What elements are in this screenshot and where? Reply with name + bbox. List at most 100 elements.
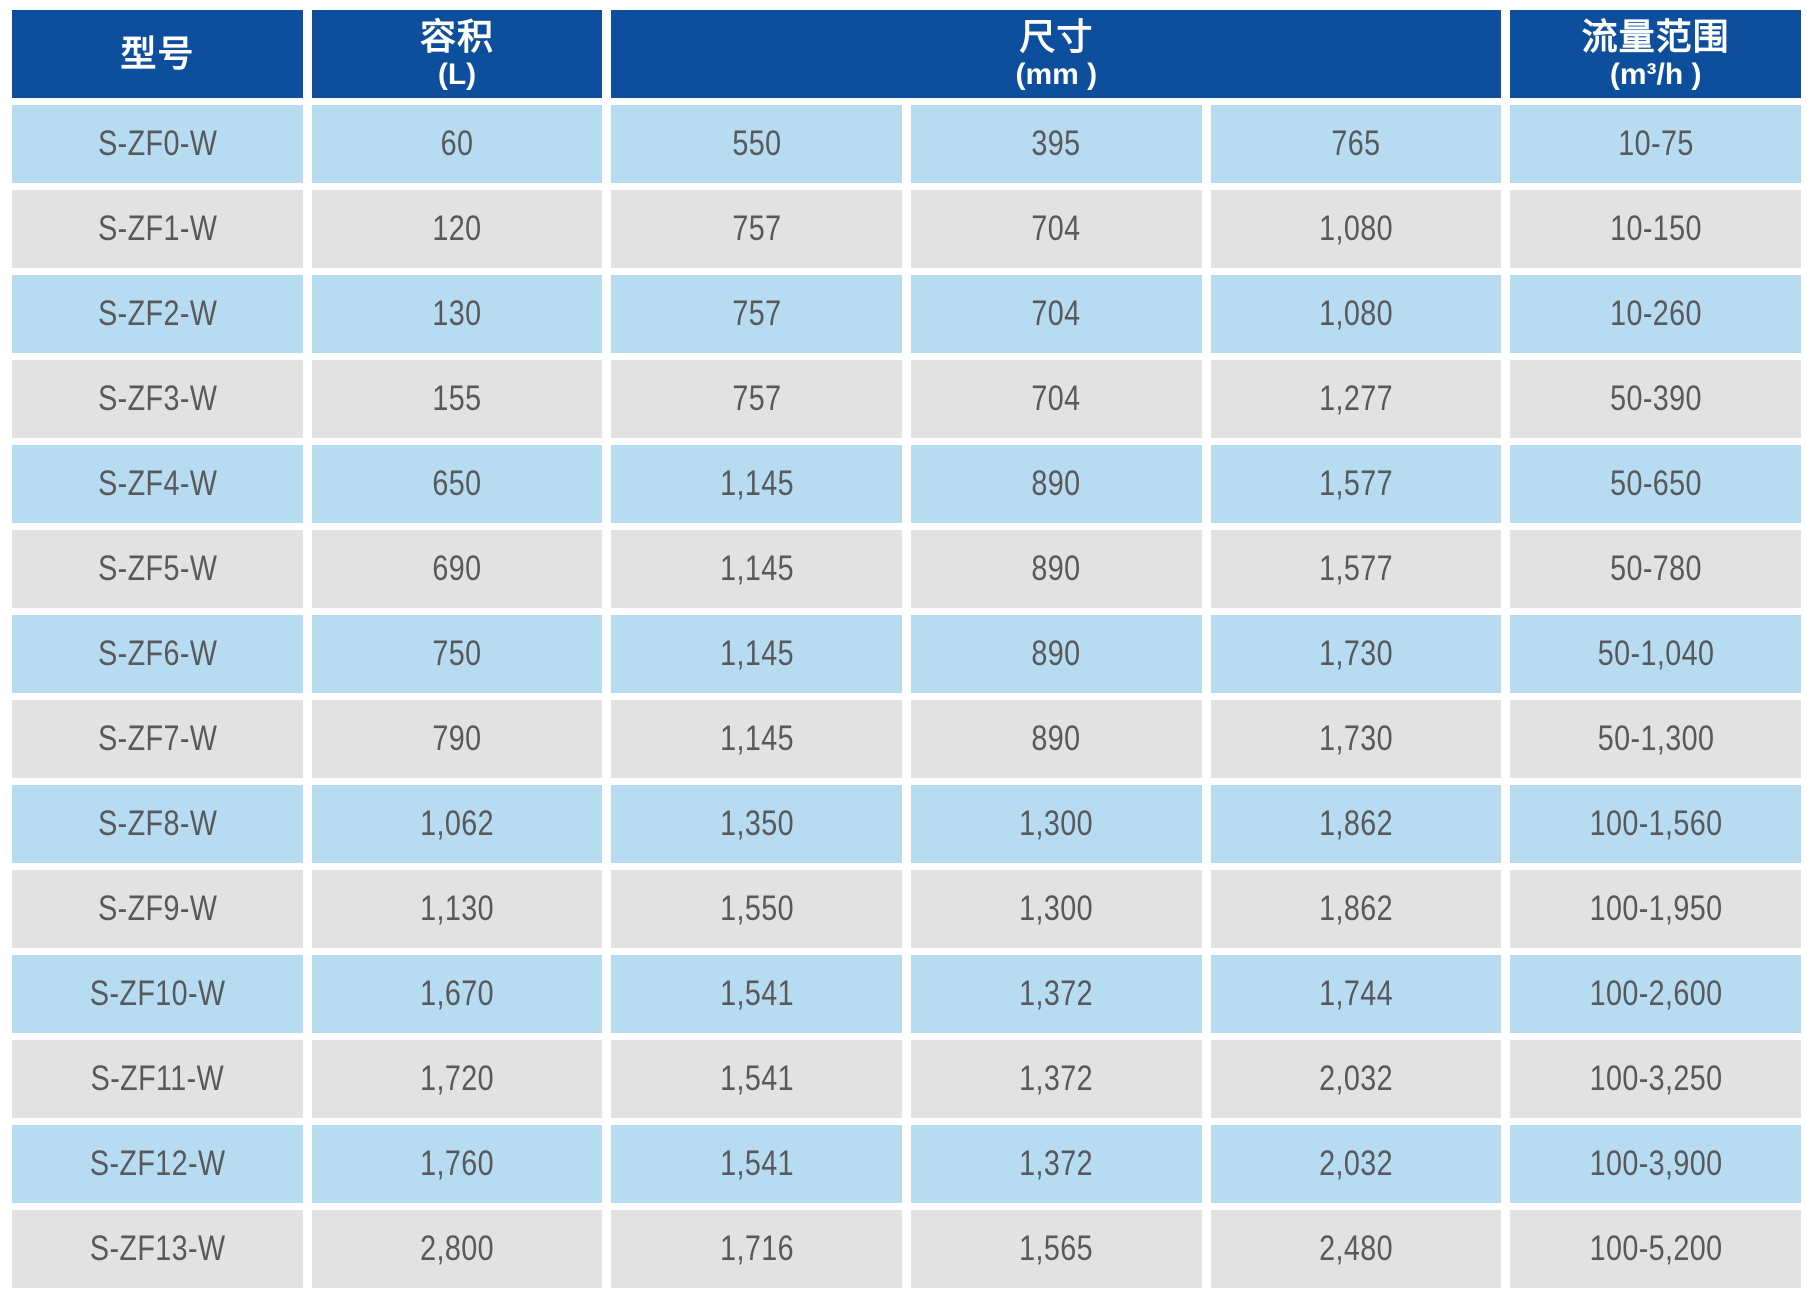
cell-text: 100-3,900 — [1589, 1144, 1723, 1183]
cell-flow: 50-390 — [1510, 360, 1801, 438]
cell-text: S-ZF10-W — [89, 974, 226, 1013]
cell-dim3: 1,577 — [1210, 445, 1502, 523]
cell-text: 1,277 — [1319, 379, 1393, 418]
cell-flow: 100-1,950 — [1510, 870, 1801, 948]
cell-dim1: 1,145 — [611, 615, 902, 693]
cell-dim2: 704 — [910, 275, 1202, 353]
cell-dim1: 1,541 — [611, 1125, 902, 1203]
cell-dim1: 1,350 — [611, 785, 902, 863]
cell-dim1: 1,541 — [611, 1040, 902, 1118]
column-header-volume: 容积 (L) — [311, 10, 603, 98]
cell-volume: 120 — [311, 190, 603, 268]
cell-dim2: 704 — [910, 360, 1202, 438]
cell-text: 1,145 — [719, 719, 794, 758]
cell-dim2: 890 — [910, 700, 1202, 778]
cell-text: 1,130 — [420, 889, 494, 928]
column-header-label: 流量范围 — [1581, 16, 1730, 58]
cell-volume: 130 — [311, 275, 603, 353]
cell-flow: 50-780 — [1510, 530, 1801, 608]
cell-text: 690 — [432, 549, 482, 588]
cell-text: 765 — [1331, 124, 1381, 163]
cell-flow: 50-1,300 — [1510, 700, 1801, 778]
cell-dim2: 1,300 — [910, 870, 1202, 948]
cell-flow: 100-3,900 — [1510, 1125, 1801, 1203]
cell-model: S-ZF6-W — [12, 615, 303, 693]
cell-dim2: 1,372 — [910, 1125, 1202, 1203]
cell-volume: 2,800 — [311, 1210, 603, 1288]
column-header-unit: (L) — [437, 57, 477, 91]
cell-dim3: 1,730 — [1210, 615, 1502, 693]
cell-text: 10-260 — [1609, 294, 1702, 333]
cell-text: 50-780 — [1609, 549, 1702, 588]
cell-text: 1,541 — [719, 1144, 794, 1183]
cell-flow: 100-2,600 — [1510, 955, 1801, 1033]
cell-dim3: 1,730 — [1210, 700, 1502, 778]
cell-text: 1,080 — [1319, 294, 1393, 333]
cell-text: 1,350 — [719, 804, 794, 843]
cell-text: 50-650 — [1609, 464, 1702, 503]
cell-text: 60 — [440, 124, 474, 163]
column-header-label: 容积 — [419, 16, 494, 58]
cell-flow: 50-1,040 — [1510, 615, 1801, 693]
cell-text: 2,800 — [420, 1229, 494, 1268]
cell-dim3: 1,577 — [1210, 530, 1502, 608]
cell-volume: 690 — [311, 530, 603, 608]
cell-text: S-ZF6-W — [97, 634, 217, 673]
cell-text: 890 — [1031, 634, 1081, 673]
cell-text: S-ZF0-W — [97, 124, 217, 163]
cell-dim2: 1,300 — [910, 785, 1202, 863]
column-header-label: 尺寸 — [1019, 16, 1094, 58]
cell-dim3: 1,744 — [1210, 955, 1502, 1033]
cell-volume: 750 — [311, 615, 603, 693]
cell-text: 2,480 — [1319, 1229, 1393, 1268]
cell-text: 1,550 — [719, 889, 794, 928]
cell-dim2: 890 — [910, 615, 1202, 693]
cell-dim3: 1,862 — [1210, 870, 1502, 948]
cell-text: 1,730 — [1319, 634, 1393, 673]
cell-text: 650 — [432, 464, 482, 503]
cell-model: S-ZF3-W — [12, 360, 303, 438]
cell-dim1: 550 — [611, 105, 902, 183]
cell-text: 1,730 — [1319, 719, 1393, 758]
cell-model: S-ZF4-W — [12, 445, 303, 523]
cell-text: 100-3,250 — [1589, 1059, 1723, 1098]
cell-text: 100-1,560 — [1589, 804, 1723, 843]
cell-flow: 10-260 — [1510, 275, 1801, 353]
cell-text: 1,541 — [719, 1059, 794, 1098]
cell-dim1: 757 — [611, 190, 902, 268]
cell-flow: 100-5,200 — [1510, 1210, 1801, 1288]
cell-dim3: 1,277 — [1210, 360, 1502, 438]
column-header-flow-range: 流量范围 (m³/h ) — [1510, 10, 1801, 98]
cell-text: 100-2,600 — [1589, 974, 1723, 1013]
cell-text: S-ZF11-W — [90, 1059, 225, 1098]
cell-text: 100-5,200 — [1589, 1229, 1723, 1268]
cell-flow: 10-75 — [1510, 105, 1801, 183]
cell-dim3: 1,080 — [1210, 275, 1502, 353]
cell-dim3: 2,480 — [1210, 1210, 1502, 1288]
cell-text: 2,032 — [1319, 1144, 1393, 1183]
cell-text: 1,565 — [1019, 1229, 1094, 1268]
cell-text: 704 — [1031, 209, 1081, 248]
column-header-model: 型号 — [12, 10, 303, 98]
cell-text: S-ZF1-W — [97, 209, 217, 248]
cell-dim2: 395 — [910, 105, 1202, 183]
cell-text: 1,862 — [1319, 889, 1393, 928]
cell-text: 120 — [432, 209, 482, 248]
cell-dim2: 890 — [910, 445, 1202, 523]
cell-text: 1,300 — [1019, 889, 1094, 928]
cell-volume: 650 — [311, 445, 603, 523]
cell-volume: 1,670 — [311, 955, 603, 1033]
cell-model: S-ZF5-W — [12, 530, 303, 608]
cell-text: 100-1,950 — [1589, 889, 1723, 928]
cell-text: 50-1,300 — [1597, 719, 1714, 758]
cell-text: 1,080 — [1319, 209, 1393, 248]
cell-dim3: 1,080 — [1210, 190, 1502, 268]
cell-dim2: 1,565 — [910, 1210, 1202, 1288]
cell-model: S-ZF7-W — [12, 700, 303, 778]
cell-model: S-ZF12-W — [12, 1125, 303, 1203]
column-header-unit: (m³/h ) — [1609, 57, 1702, 91]
cell-dim1: 757 — [611, 360, 902, 438]
cell-text: S-ZF7-W — [97, 719, 217, 758]
cell-text: 750 — [432, 634, 482, 673]
